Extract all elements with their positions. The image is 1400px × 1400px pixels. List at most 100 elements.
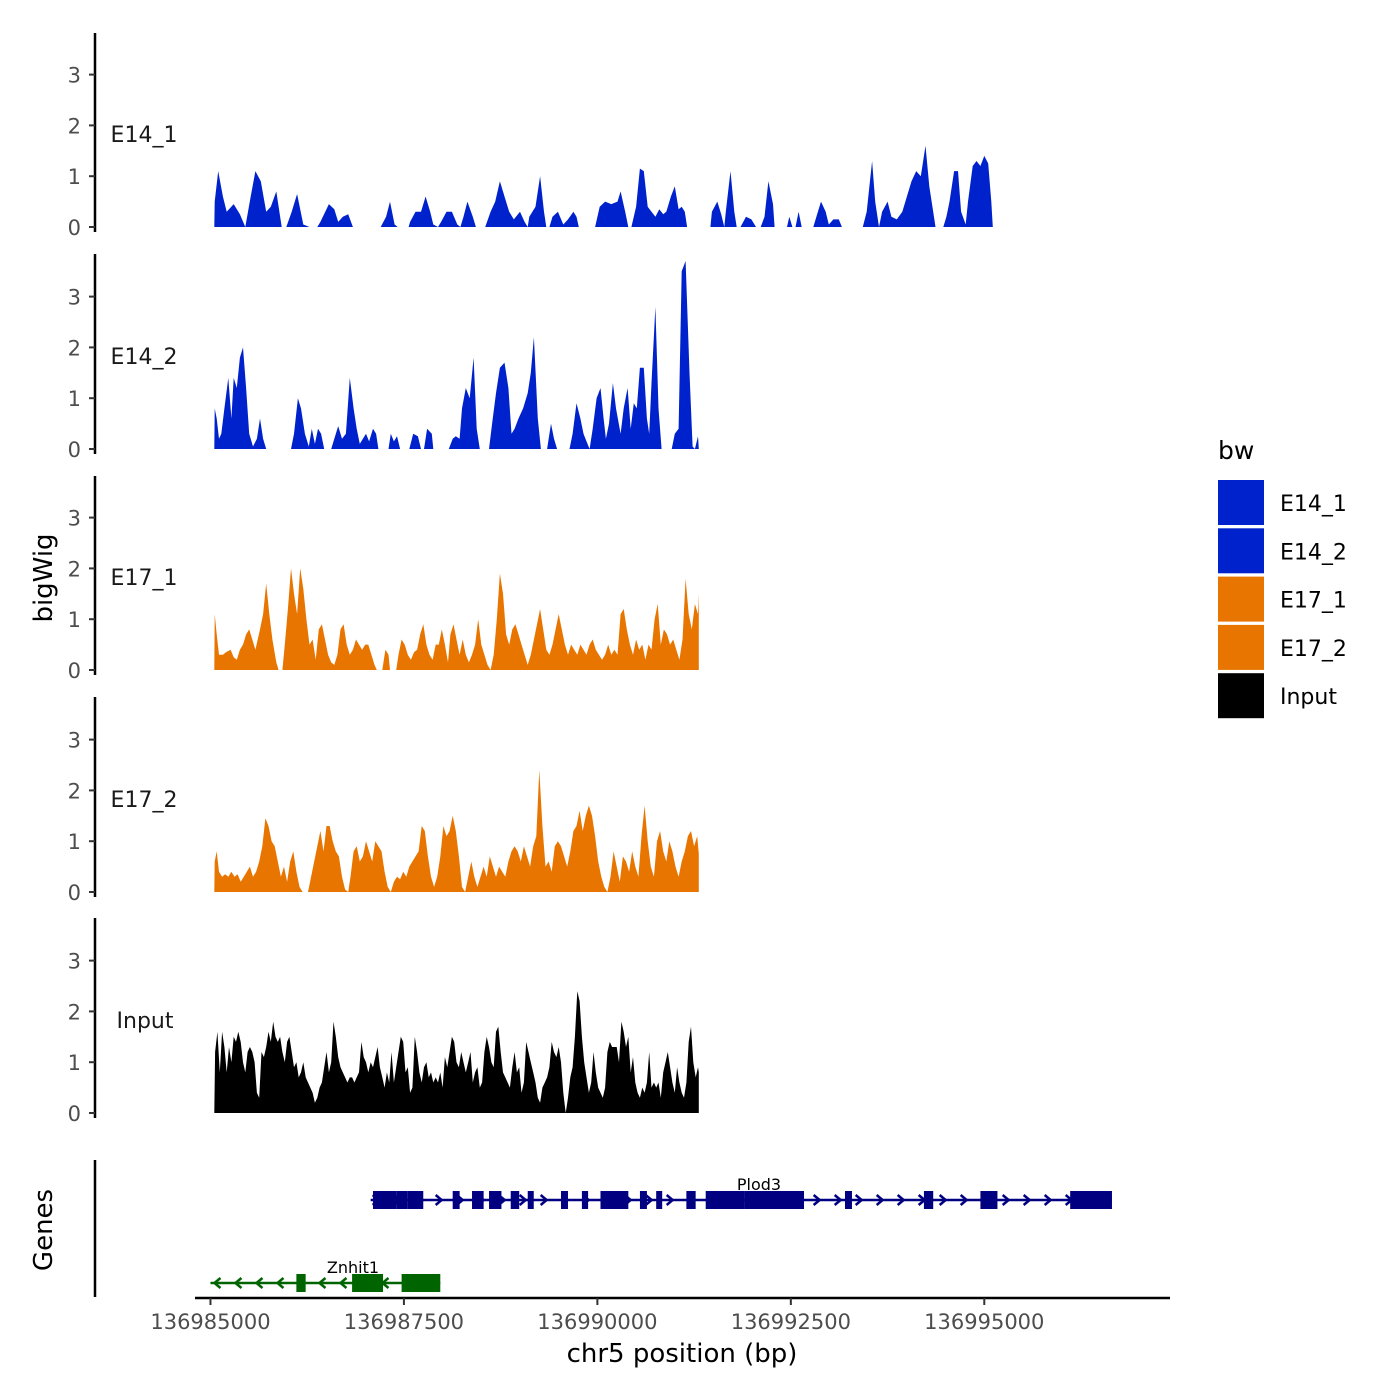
strand-arrow [254,1277,264,1289]
strand-arrow [644,1194,654,1206]
y-tick-label: 3 [68,286,81,310]
x-tick-label: 136995000 [924,1310,1044,1334]
track-panels: 0 1 2 3 E14_1 0 1 2 3 E14_2 0 1 2 3 E17_1 0 1 2 3 E17_2 0 1 2 3… [68,33,993,1126]
x-axis-title: chr5 position (bp) [567,1339,798,1369]
y-tick-label: 2 [68,557,81,581]
x-tick-label: 136985000 [150,1310,270,1334]
exon [407,1191,424,1209]
legend-swatch [1218,576,1264,622]
y-tick-label: 0 [68,216,81,240]
strand-arrow [938,1194,948,1206]
legend-label: E17_1 [1280,589,1347,614]
legend-swatch [1218,624,1264,670]
x-tick-label: 136987500 [344,1310,464,1334]
exon [600,1191,629,1209]
gene-label: Plod3 [737,1175,781,1194]
exon [352,1274,384,1292]
y-tick-label: 1 [68,387,81,411]
gene-axis-title: Genes [29,1189,59,1271]
x-axis: 136985000 136987500 136990000 136992500 1369… [150,1296,1170,1334]
track-label: E14_1 [111,123,178,148]
strand-arrow [896,1194,906,1206]
legend: bw E14_1 E14_2 E17_1 E17_2 Input [1218,436,1347,719]
exon [510,1191,520,1209]
legend-title: bw [1218,436,1254,465]
legend-label: E14_2 [1280,540,1347,565]
strand-arrow [1043,1194,1053,1206]
strand-arrow [1001,1194,1011,1206]
exon [639,1191,647,1209]
strand-arrow [434,1194,444,1206]
gene-track: Plod3 Znhit1 [93,1160,1112,1297]
exon [656,1191,663,1209]
signal-area-E14_1 [214,145,993,227]
exon [923,1191,934,1209]
y-tick-label: 1 [68,608,81,632]
signal-area-Input [214,991,699,1113]
track-E17_1: 0 1 2 3 E17_1 [68,476,699,683]
exon [296,1274,306,1292]
exon [705,1191,745,1209]
gene-Plod3: Plod3 [370,1175,1112,1209]
legend-swatch [1218,673,1264,719]
exon [396,1191,408,1209]
y-tick-label: 0 [68,438,81,462]
legend-label: E17_2 [1280,637,1347,662]
track-Input: 0 1 2 3 Input [68,918,699,1126]
y-tick-label: 3 [68,729,81,753]
y-tick-label: 2 [68,1000,81,1024]
track-E14_1: 0 1 2 3 E14_1 [68,33,993,240]
strand-arrow [812,1194,822,1206]
exon [561,1191,568,1209]
legend-swatch [1218,480,1264,525]
strand-arrow [833,1194,843,1206]
track-label: Input [117,1009,174,1034]
y-tick-label: 2 [68,336,81,360]
exon [581,1191,589,1209]
strand-arrow [275,1277,285,1289]
exon [527,1191,534,1209]
exon [401,1274,441,1292]
exon [372,1191,397,1209]
exon [686,1191,696,1209]
exon [472,1191,484,1209]
strand-arrow [212,1277,222,1289]
y-tick-label: 0 [68,1102,81,1126]
exon [489,1191,502,1209]
track-E17_2: 0 1 2 3 E17_2 [68,697,699,905]
x-tick-label: 136992500 [731,1310,851,1334]
y-tick-label: 3 [68,64,81,88]
gene-Znhit1: Znhit1 [210,1258,441,1292]
strand-arrow [665,1194,675,1206]
y-tick-label: 0 [68,881,81,905]
signal-area-E14_2 [214,261,699,449]
y-tick-label: 3 [68,507,81,531]
legend-label: Input [1280,685,1337,710]
y-tick-label: 2 [68,779,81,803]
x-tick-label: 136990000 [537,1310,657,1334]
strand-arrow [1022,1194,1032,1206]
track-label: E14_2 [111,345,178,370]
signal-area-E17_2 [214,770,699,892]
y-tick-label: 1 [68,1051,81,1075]
y-tick-label: 1 [68,165,81,189]
exon [845,1191,852,1209]
strand-arrow [317,1277,327,1289]
track-label: E17_1 [111,566,178,591]
legend-label: E14_1 [1280,492,1347,517]
track-E14_2: 0 1 2 3 E14_2 [68,254,699,462]
track-label: E17_2 [111,788,178,813]
strand-arrow [875,1194,885,1206]
y-axis-title: bigWig [29,533,59,622]
y-tick-label: 1 [68,830,81,854]
signal-area-E17_1 [214,568,699,670]
exon [1070,1191,1112,1209]
gene-label: Znhit1 [327,1258,379,1277]
exon [452,1191,460,1209]
y-tick-label: 0 [68,659,81,683]
strand-arrow [518,1194,528,1206]
y-tick-label: 2 [68,114,81,138]
y-tick-label: 3 [68,950,81,974]
strand-arrow [959,1194,969,1206]
legend-swatch [1218,528,1264,574]
